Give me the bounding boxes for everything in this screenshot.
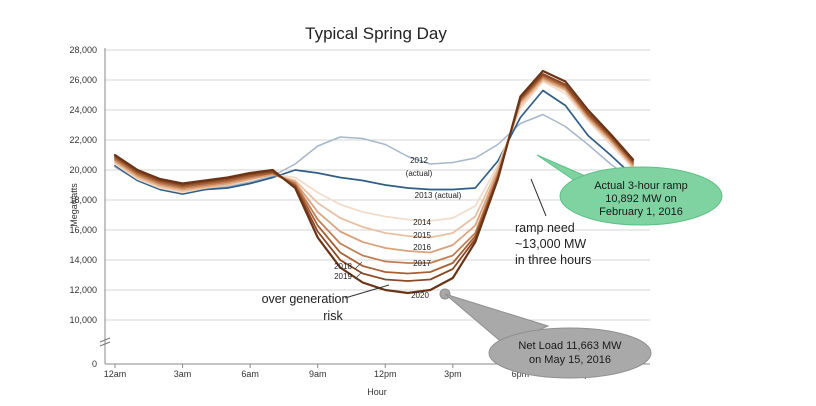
ramp-need-annotation: ramp need ~13,000 MW in three hours xyxy=(515,178,591,267)
net-load-callout-bubble xyxy=(488,327,652,379)
label-2018: 2018 xyxy=(334,262,352,271)
actual-ramp-callout: Actual 3-hour ramp 10,892 MW on February… xyxy=(536,154,723,226)
ramp-need-arrow xyxy=(530,178,547,217)
label-2012-actual: (actual) xyxy=(406,169,433,178)
label-2015: 2015 xyxy=(413,231,431,240)
actual-ramp-callout-bubble xyxy=(559,166,723,226)
ramp-need-line3: in three hours xyxy=(515,253,591,267)
y-tick-label: 12,000 xyxy=(69,285,97,295)
over-generation-line1: over generation xyxy=(262,292,349,306)
leader-2019 xyxy=(354,271,363,280)
series-line-2020 xyxy=(113,69,635,295)
x-tick-label: 6pm xyxy=(512,369,530,379)
ramp-need-line1: ramp need xyxy=(515,221,575,235)
actual-ramp-line2: 10,892 MW on xyxy=(605,193,677,205)
over-generation-line2: risk xyxy=(323,309,343,323)
net-load-callout: Net Load 11,663 MW on May 15, 2016 xyxy=(439,288,652,379)
label-2014: 2014 xyxy=(413,218,431,227)
leader-2018 xyxy=(354,261,363,270)
series-line-2018 xyxy=(114,74,634,275)
series-labels: 2012 (actual) 2013 (actual) 2014 2015 20… xyxy=(334,156,462,300)
label-2012: 2012 xyxy=(410,156,428,165)
y-tick-label: 24,000 xyxy=(69,105,97,115)
over-generation-annotation: over generation risk xyxy=(262,284,390,323)
series-line-2017 xyxy=(114,76,634,264)
x-tick-label: 9am xyxy=(309,369,327,379)
y-tick-label: 22,000 xyxy=(69,135,97,145)
ramp-need-line2: ~13,000 MW xyxy=(515,237,586,251)
chart-title: Typical Spring Day xyxy=(305,24,447,43)
y-tick-label: 20,000 xyxy=(69,165,97,175)
series-line-2019 xyxy=(114,73,634,282)
y-tick-label: 26,000 xyxy=(69,75,97,85)
y-tick-label: 28,000 xyxy=(69,45,97,55)
label-2020: 2020 xyxy=(411,291,429,300)
y-tick-label: 10,000 xyxy=(69,315,97,325)
x-tick-label: 3pm xyxy=(444,369,462,379)
series-line-2015 xyxy=(114,79,634,239)
label-2013: 2013 (actual) xyxy=(415,191,462,200)
series-line-2016 xyxy=(114,77,634,254)
y-axis-title: Megawatts xyxy=(69,183,79,227)
net-load-line2: on May 15, 2016 xyxy=(529,354,611,366)
actual-ramp-line1: Actual 3-hour ramp xyxy=(594,180,688,192)
label-2019: 2019 xyxy=(334,272,352,281)
x-tick-label: 12pm xyxy=(374,369,397,379)
gridlines xyxy=(105,49,650,321)
y-tick-label: 14,000 xyxy=(69,255,97,265)
x-tick-label: 3am xyxy=(174,369,192,379)
x-tick-label: 6am xyxy=(241,369,259,379)
series-line-2013 xyxy=(114,89,634,195)
actual-ramp-line3: February 1, 2016 xyxy=(599,206,683,218)
y-axis-ticks: 28,000 26,000 24,000 22,000 20,000 18,000 16,0… xyxy=(69,45,97,369)
over-generation-arrow xyxy=(344,284,390,299)
y-tick-label: 16,000 xyxy=(69,225,97,235)
label-2016: 2016 xyxy=(413,243,431,252)
series-lines xyxy=(113,69,635,295)
y-tick-label: 0 xyxy=(92,359,97,369)
axis-break-mark xyxy=(99,337,111,347)
x-axis-title: Hour xyxy=(367,387,387,397)
net-load-line1: Net Load 11,663 MW xyxy=(518,340,622,352)
label-2017: 2017 xyxy=(413,259,431,268)
y-tick-label: 18,000 xyxy=(69,195,97,205)
x-tick-label: 12am xyxy=(104,369,127,379)
